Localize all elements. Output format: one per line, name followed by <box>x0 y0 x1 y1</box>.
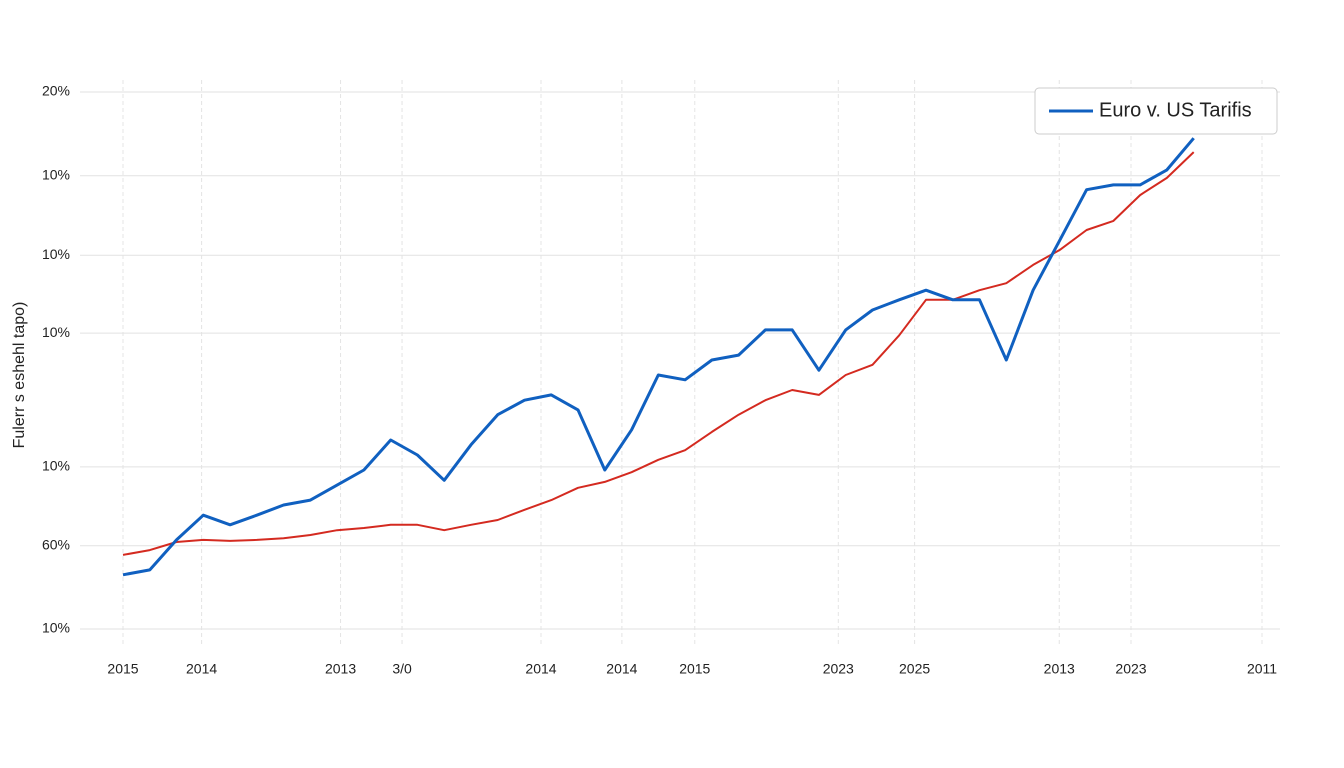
y-axis-label: Fulerr s eshehl tapo) <box>11 302 28 449</box>
line-series <box>122 151 1195 556</box>
y-tick-label: 10% <box>42 458 70 474</box>
legend-label: Euro v. US Tarifis <box>1099 99 1252 121</box>
x-tick-label: 2025 <box>899 661 930 677</box>
y-tick-label: 60% <box>42 536 70 552</box>
x-tick-label: 3/0 <box>392 661 412 677</box>
x-tick-label: 2014 <box>525 661 556 677</box>
legend-box <box>1034 87 1278 135</box>
x-tick-label: 2014 <box>606 661 637 677</box>
x-tick-label: 2015 <box>107 661 138 677</box>
x-tick-label: 2013 <box>325 661 356 677</box>
x-tick-label: 2011 <box>1247 661 1277 677</box>
y-tick-label: 10% <box>42 246 70 262</box>
x-tick-label: 2015 <box>679 661 710 677</box>
y-tick-label: 10% <box>42 324 70 340</box>
line-series <box>122 137 1195 577</box>
y-tick-label: 20% <box>42 83 70 99</box>
y-tick-label: 10% <box>42 620 70 636</box>
x-tick-label: 2014 <box>186 661 217 677</box>
x-tick-label: 2023 <box>1115 661 1146 677</box>
x-tick-label: 2023 <box>823 661 854 677</box>
y-tick-label: 10% <box>42 166 70 182</box>
x-tick-label: 2013 <box>1044 661 1075 677</box>
